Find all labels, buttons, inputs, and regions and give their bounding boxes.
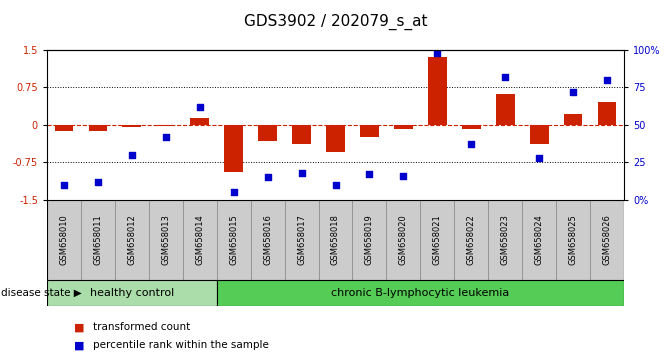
Bar [386,200,420,280]
Bar [428,57,447,125]
Bar [224,125,243,172]
Bar [47,200,81,280]
Text: GSM658025: GSM658025 [568,215,578,265]
Bar [123,125,141,127]
Point [58,182,69,188]
Bar [556,200,590,280]
Bar [156,125,175,126]
Bar [319,200,352,280]
Point [398,173,409,179]
Bar [590,200,624,280]
Bar [360,125,379,137]
Text: GSM658022: GSM658022 [467,215,476,265]
Bar [522,200,556,280]
Bar [352,200,386,280]
Text: GSM658012: GSM658012 [127,215,136,265]
Bar [564,114,582,125]
Bar [81,200,115,280]
Text: GSM658026: GSM658026 [603,215,611,265]
Text: GSM658024: GSM658024 [535,215,544,265]
Text: GSM658019: GSM658019 [365,215,374,265]
Point [500,74,511,80]
Text: GSM658014: GSM658014 [195,215,204,265]
Bar [394,125,413,129]
Text: GSM658016: GSM658016 [263,215,272,265]
Point [568,89,578,95]
Bar [89,125,107,131]
Point [602,77,613,82]
Bar [285,200,319,280]
Point [364,172,375,177]
Text: GDS3902 / 202079_s_at: GDS3902 / 202079_s_at [244,14,427,30]
Bar [217,280,624,306]
Point [330,182,341,188]
Bar [326,125,345,152]
Text: disease state ▶: disease state ▶ [1,288,82,298]
Point [262,175,273,180]
Text: GSM658020: GSM658020 [399,215,408,265]
Text: chronic B-lymphocytic leukemia: chronic B-lymphocytic leukemia [331,288,509,298]
Point [228,190,239,195]
Point [126,152,137,158]
Bar [258,125,277,141]
Text: transformed count: transformed count [93,322,190,332]
Point [432,50,443,56]
Bar [488,200,522,280]
Text: percentile rank within the sample: percentile rank within the sample [93,340,268,350]
Point [296,170,307,176]
Text: GSM658018: GSM658018 [331,215,340,265]
Bar [454,200,488,280]
Text: GSM658010: GSM658010 [60,215,68,265]
Bar [598,102,617,125]
Text: GSM658015: GSM658015 [229,215,238,265]
Bar [530,125,548,144]
Point [93,179,103,185]
Bar [420,200,454,280]
Text: ■: ■ [74,340,85,350]
Bar [251,200,285,280]
Bar [54,125,73,131]
Point [466,142,476,147]
Bar [293,125,311,144]
Text: ■: ■ [74,322,85,332]
Bar [149,200,183,280]
Text: GSM658021: GSM658021 [433,215,442,265]
Point [195,104,205,110]
Bar [191,118,209,125]
Bar [115,200,149,280]
Point [160,134,171,139]
Bar [462,125,480,129]
Text: GSM658023: GSM658023 [501,215,510,265]
Text: healthy control: healthy control [90,288,174,298]
Text: GSM658017: GSM658017 [297,215,306,265]
Point [534,155,545,161]
Text: GSM658013: GSM658013 [161,215,170,265]
Bar [496,94,515,125]
Bar [183,200,217,280]
Text: GSM658011: GSM658011 [93,215,103,265]
Bar [217,200,251,280]
Bar [47,280,217,306]
